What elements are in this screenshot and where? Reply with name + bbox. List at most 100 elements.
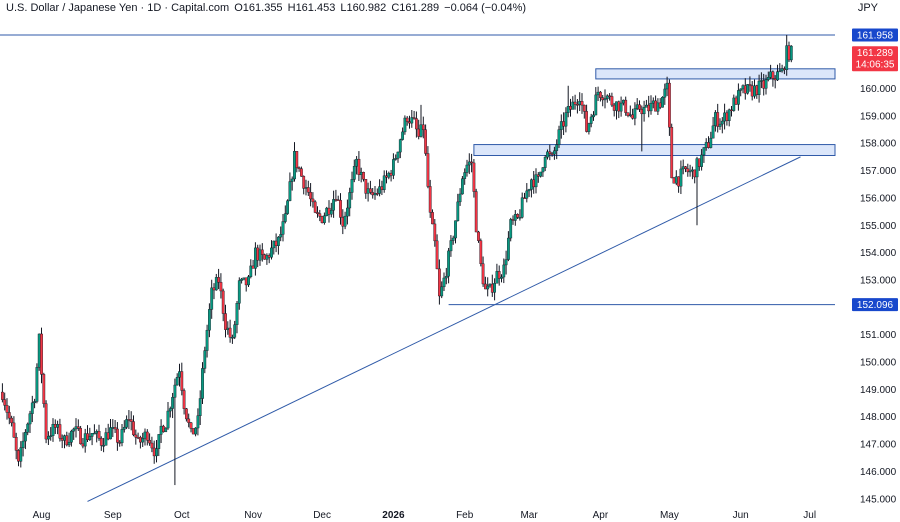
candle-body — [419, 124, 423, 137]
candle-body — [104, 432, 108, 446]
candle-body — [313, 201, 317, 213]
candle-body — [684, 166, 687, 169]
candle-body — [256, 247, 260, 261]
candle-body — [688, 170, 692, 173]
candle-body — [288, 181, 292, 201]
x-tick-label: Jun — [733, 510, 749, 521]
candle-body — [481, 263, 485, 285]
candle-body — [42, 374, 46, 404]
candle-body — [424, 129, 427, 154]
resistance-zone — [595, 68, 836, 80]
candle-body — [164, 427, 168, 433]
candle-body — [235, 303, 239, 325]
candle-body — [764, 79, 768, 89]
candle-body — [638, 104, 641, 110]
candle-body — [474, 191, 478, 233]
y-tick-label: 156.000 — [860, 193, 897, 204]
candle-body — [649, 102, 653, 112]
candle-body — [631, 114, 635, 119]
support-zone — [473, 144, 836, 157]
candle-body — [615, 101, 618, 111]
candle-body — [138, 437, 142, 443]
candle-body — [228, 327, 232, 338]
candle-body — [187, 418, 191, 423]
candle-body — [723, 112, 727, 122]
x-tick-label: Mar — [520, 510, 538, 521]
candle-body — [438, 268, 441, 297]
candle-body — [127, 419, 131, 421]
candle-body — [679, 168, 683, 187]
x-tick-label: Oct — [174, 510, 190, 521]
candle-body — [778, 70, 782, 73]
candle-body — [589, 116, 593, 124]
candle-body — [56, 424, 60, 428]
candle-body — [645, 104, 648, 108]
candle-body — [387, 172, 391, 178]
candle-body — [401, 131, 404, 140]
candle-body — [626, 112, 630, 116]
candle-body — [681, 166, 685, 170]
candle-body — [509, 219, 513, 239]
candle-body — [265, 255, 269, 260]
candle-body — [730, 109, 733, 111]
candle-body — [518, 217, 522, 219]
candle-body — [40, 333, 43, 375]
candle-body — [47, 436, 50, 440]
candle-body — [624, 99, 628, 113]
candle-body — [755, 85, 759, 95]
candle-body — [92, 432, 96, 435]
candle-body — [355, 158, 358, 167]
x-tick-label: 2026 — [382, 510, 405, 521]
candle-body — [134, 434, 138, 438]
candle-body — [458, 193, 462, 203]
candle-body — [189, 422, 193, 429]
candle-body — [260, 249, 264, 255]
candle-body — [76, 426, 80, 429]
candle-body — [640, 109, 644, 115]
candle-body — [507, 237, 510, 260]
candle-body — [102, 445, 106, 447]
x-tick-label: Nov — [244, 510, 262, 521]
candle-body — [559, 121, 563, 130]
candle-body — [378, 186, 381, 194]
y-tick-label: 158.000 — [860, 139, 897, 150]
candle-body — [642, 107, 646, 115]
y-tick-label: 153.000 — [860, 275, 897, 286]
candle-body — [695, 158, 699, 178]
candle-body — [3, 399, 7, 406]
candle-body — [63, 435, 66, 441]
candle-body — [111, 427, 115, 429]
candle-body — [444, 275, 448, 279]
candle-body — [396, 151, 400, 159]
candle-body — [343, 215, 347, 227]
candle-body — [612, 104, 616, 111]
instrument-label: U.S. Dollar / Japanese Yen · 1D · Capita… — [6, 2, 230, 14]
candle-body — [295, 151, 299, 168]
candle-body — [543, 156, 547, 168]
candle-body — [520, 197, 524, 218]
candle-body — [316, 212, 319, 214]
candle-body — [14, 437, 18, 451]
candle-body — [523, 197, 526, 199]
candle-body — [532, 179, 536, 188]
candle-body — [207, 309, 211, 331]
candle-body — [392, 159, 395, 176]
candle-body — [336, 199, 340, 201]
candle-body — [753, 85, 756, 97]
candle-body — [750, 85, 754, 97]
candle-body — [159, 425, 163, 435]
candle-body — [539, 171, 543, 177]
high-line-badge — [852, 28, 898, 42]
y-tick-label: 159.000 — [860, 111, 897, 122]
candle-body — [783, 68, 786, 70]
candle-body — [341, 217, 345, 227]
candle-body — [760, 80, 763, 82]
candle-body — [65, 435, 69, 446]
candle-body — [635, 104, 639, 109]
candle-body — [348, 192, 352, 209]
candle-body — [300, 168, 303, 177]
candle-body — [654, 100, 658, 112]
candle-body — [28, 413, 32, 425]
candle-body — [247, 276, 250, 286]
